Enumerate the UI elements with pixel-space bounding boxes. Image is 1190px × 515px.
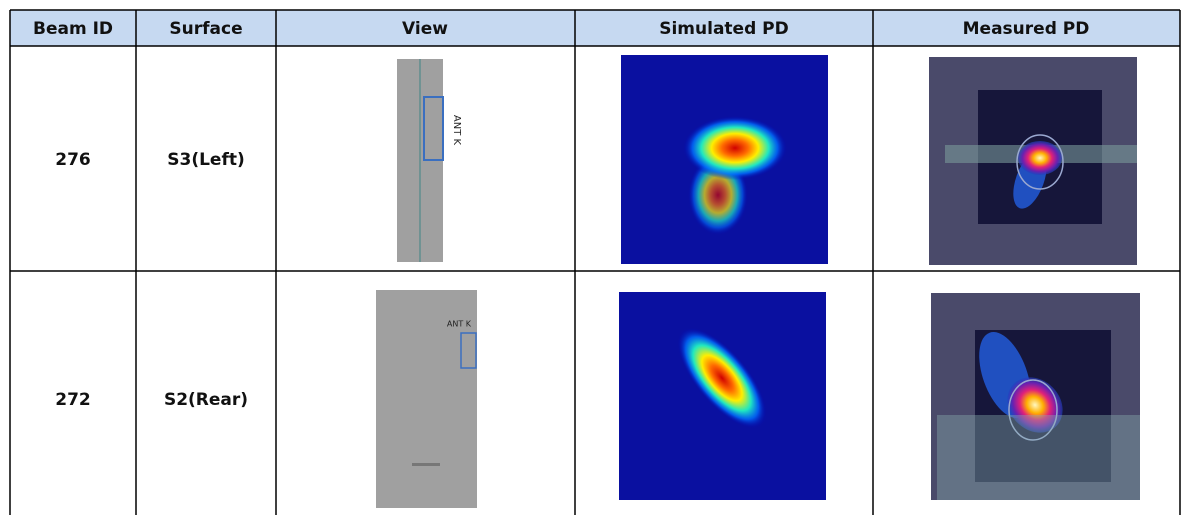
view-diagram (397, 59, 443, 262)
simulated-heatmap (621, 55, 828, 264)
view-label: ANT K (447, 320, 472, 329)
header-cell: Surface (169, 19, 242, 39)
measured-heatmap (931, 293, 1140, 500)
measured-heatmap (929, 57, 1137, 265)
header-cell: Simulated PD (659, 19, 789, 39)
beam-id: 276 (55, 150, 91, 170)
simulated-heatmap (619, 292, 826, 500)
header-cell: View (402, 19, 448, 39)
surface: S3(Left) (167, 150, 245, 170)
header-cell: Measured PD (963, 19, 1090, 39)
view-label: ANT K (451, 115, 462, 146)
beam-id: 272 (55, 390, 91, 410)
surface: S2(Rear) (164, 390, 248, 410)
table-page: ANT K ANT K (0, 0, 1190, 515)
header-cell: Beam ID (33, 19, 113, 39)
